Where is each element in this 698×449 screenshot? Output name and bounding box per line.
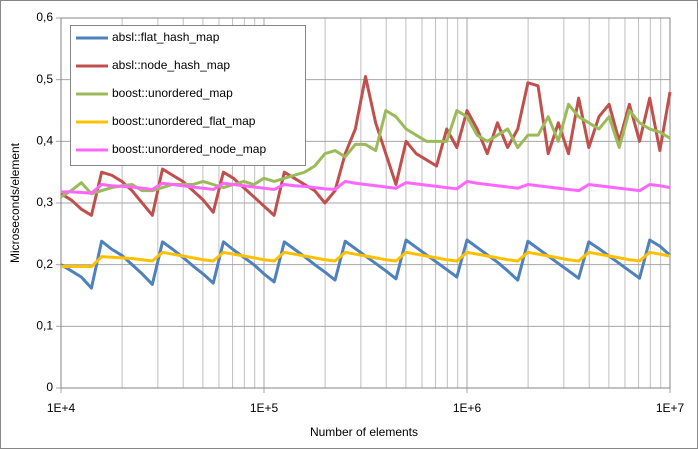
line-layer: [60, 75, 672, 290]
legend-label: boost::unordered_map: [112, 86, 233, 100]
y-tick-label: 0: [46, 380, 53, 394]
y-tick-label: 0,6: [36, 10, 53, 24]
x-tick-label: 1E+7: [656, 401, 685, 415]
plot-border: [60, 17, 671, 389]
y-tick-label: 0,4: [36, 134, 53, 148]
legend-label: absl::node_hash_map: [112, 58, 230, 72]
y-tick-label: 0,1: [36, 319, 53, 333]
series-line: [61, 179, 671, 195]
series-line: [61, 250, 671, 269]
y-tick-label: 0,2: [36, 257, 53, 271]
legend-label: boost::unordered_node_map: [112, 142, 266, 156]
series-line: [60, 102, 671, 199]
series-line: [60, 75, 672, 217]
legend: absl::flat_hash_mapabsl::node_hash_mapbo…: [76, 30, 266, 156]
x-tick-label: 1E+5: [250, 401, 279, 415]
x-tick-label: 1E+6: [453, 401, 482, 415]
y-axis-label: Microseconds/element: [8, 142, 22, 263]
y-tick-label: 0,3: [36, 195, 53, 209]
legend-label: absl::flat_hash_map: [112, 30, 220, 44]
y-tick-label: 0,5: [36, 72, 53, 86]
x-tick-label: 1E+4: [47, 401, 76, 415]
x-axis-label: Number of elements: [310, 425, 418, 439]
legend-box: [70, 25, 306, 166]
legend-label: boost::unordered_flat_map: [112, 114, 256, 128]
